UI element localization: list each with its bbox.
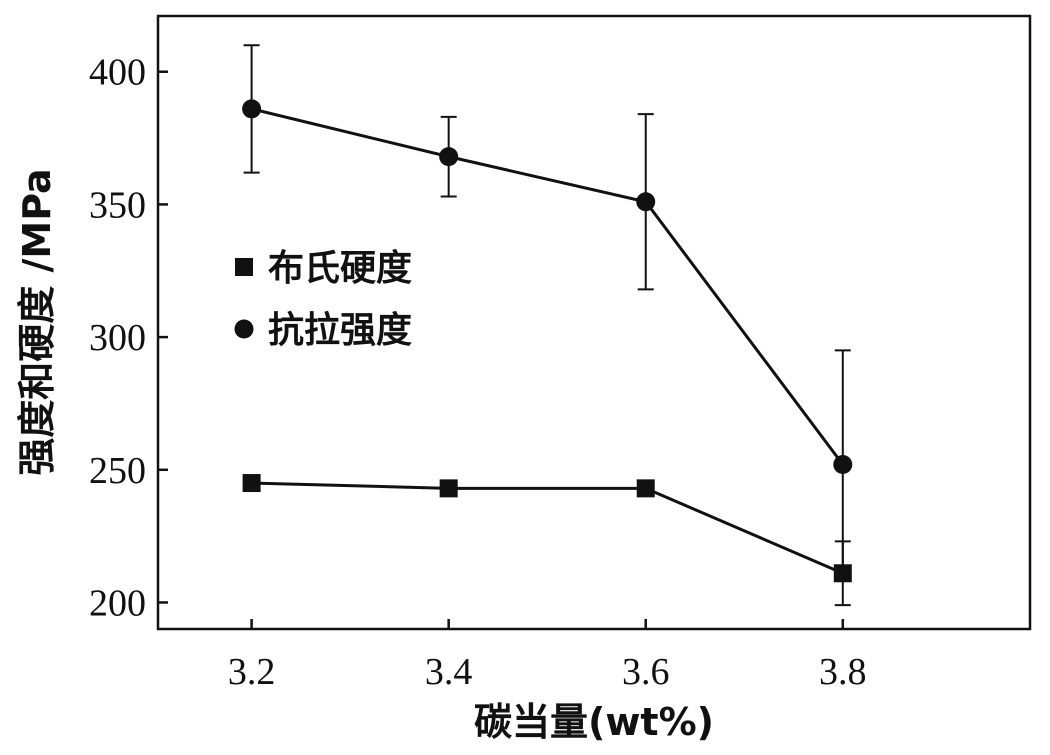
- x-tick-label: 3.4: [425, 651, 473, 693]
- legend-label-hardness: 布氏硬度: [268, 248, 412, 289]
- series-layer: [242, 44, 853, 607]
- data-point-square: [636, 479, 655, 498]
- legend-label-tensile: 抗拉强度: [268, 309, 412, 351]
- legend: 布氏硬度 抗拉强度: [234, 248, 412, 351]
- x-tick-label: 3.6: [622, 651, 670, 693]
- y-tick-label: 350: [89, 184, 146, 226]
- y-tick-label: 200: [89, 582, 146, 624]
- y-tick-label: 250: [89, 450, 146, 492]
- y-axis-title: 强度和硬度 /MPa: [15, 168, 59, 475]
- x-axis-title: 碳当量(wt%): [474, 700, 714, 744]
- x-axis: 3.2 3.4 3.6 3.8: [228, 619, 867, 693]
- data-point-circle: [439, 147, 459, 167]
- series-tensile: [242, 44, 853, 580]
- data-point-square: [242, 474, 261, 493]
- y-tick-label: 300: [89, 317, 146, 359]
- data-point-square: [439, 479, 458, 498]
- x-tick-label: 3.2: [228, 651, 276, 693]
- series-line: [251, 481, 844, 575]
- legend-marker-circle: [234, 319, 254, 339]
- data-point-circle: [636, 192, 656, 212]
- legend-marker-square: [235, 258, 253, 276]
- plot-frame: [156, 14, 1032, 631]
- series-hardness: [242, 474, 852, 607]
- series-line: [251, 107, 844, 466]
- data-point-circle: [242, 99, 262, 119]
- data-point-circle: [833, 454, 853, 474]
- x-tick-label: 3.8: [819, 651, 867, 693]
- y-axis: 200 250 300 350 400: [89, 52, 168, 624]
- y-tick-label: 400: [89, 52, 146, 94]
